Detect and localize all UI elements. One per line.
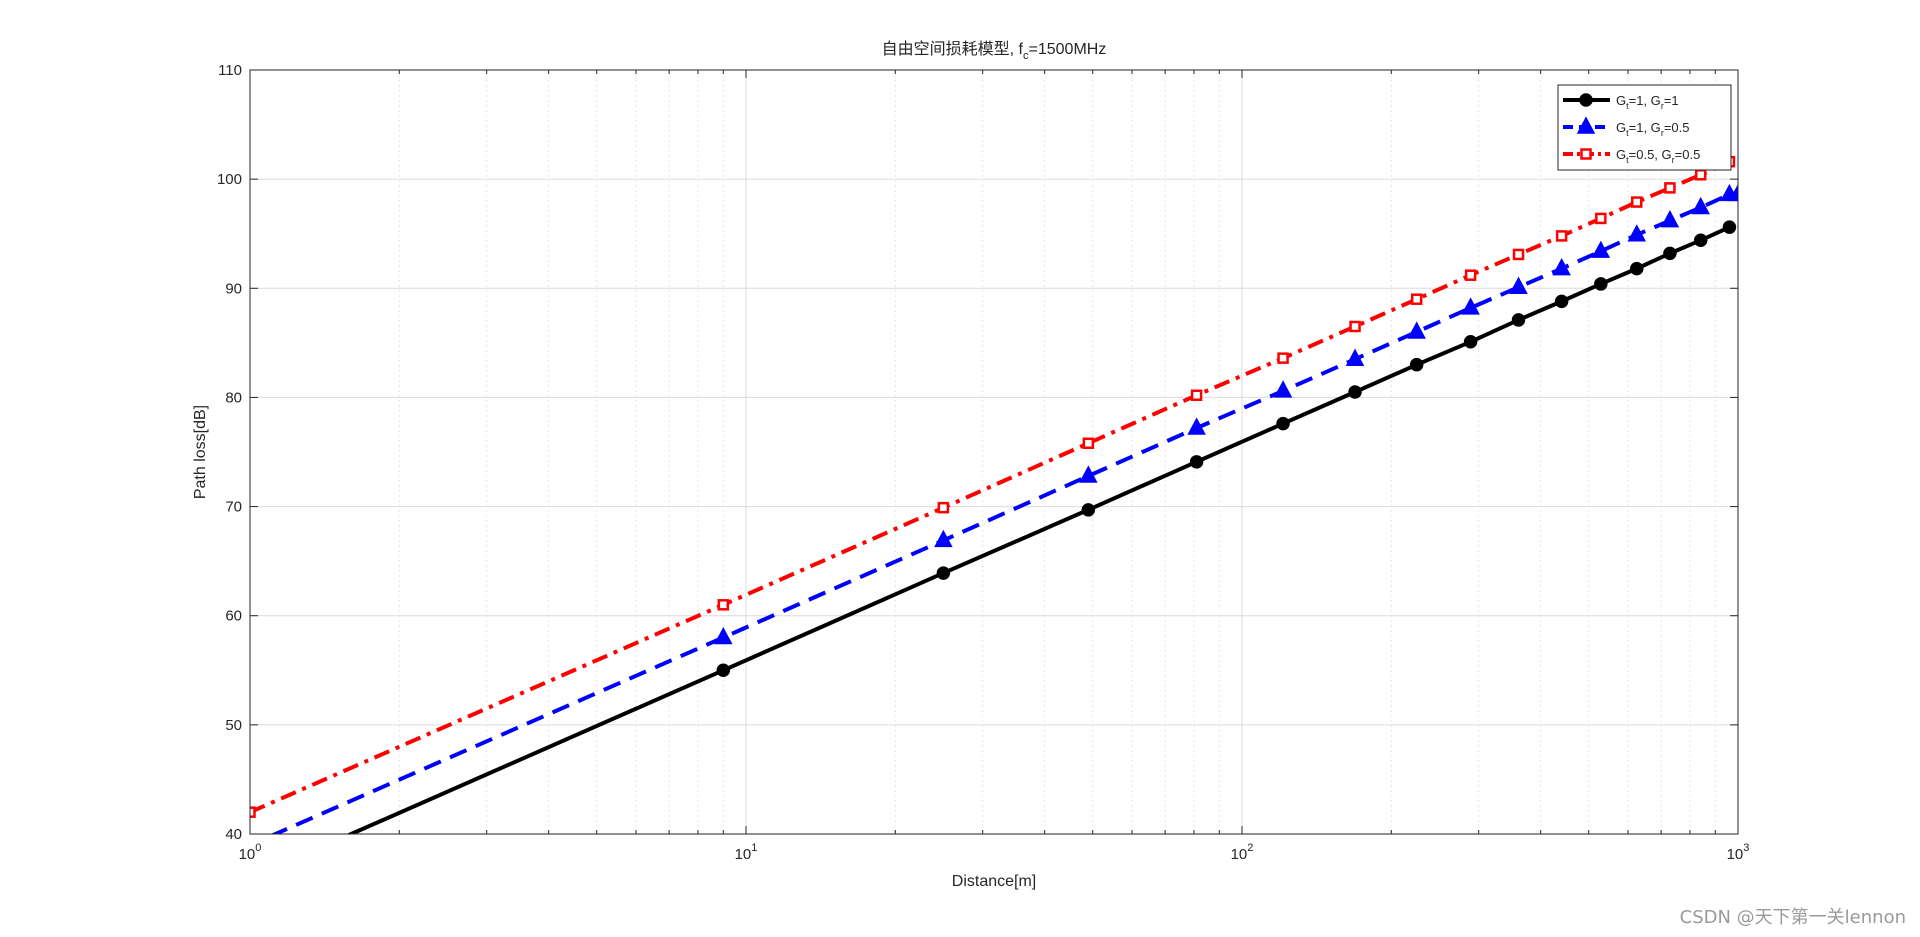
- data-point: [1407, 321, 1426, 339]
- legend-entry-label: Gt=0.5, Gr=0.5: [1616, 147, 1700, 165]
- data-point: [1691, 196, 1710, 215]
- series-2: [270, 183, 1738, 834]
- data-point: [1594, 277, 1608, 291]
- data-point: [1273, 380, 1293, 398]
- legend-marker: [1580, 148, 1592, 160]
- chart-title-subscript: c: [1023, 50, 1029, 62]
- y-tick-label: 60: [225, 608, 242, 625]
- data-point: [717, 599, 730, 611]
- axis-ticks: 40 50 60 70 80 90 100 110 100 101 102 103: [217, 62, 1749, 863]
- chart-title: 自由空间损耗模型, fc=1500MHz: [882, 40, 1107, 62]
- chart-title-tail: =1500MHz: [1029, 41, 1107, 58]
- data-point: [1728, 183, 1738, 202]
- series-line: [250, 159, 1731, 815]
- data-point: [1554, 294, 1569, 309]
- axes-box: [249, 69, 1739, 835]
- data-point: [1410, 293, 1423, 305]
- data-point: [1512, 248, 1525, 261]
- data-point: [1461, 297, 1480, 315]
- data-point: [934, 529, 953, 548]
- data-point: [1348, 385, 1362, 399]
- data-point: [937, 501, 950, 514]
- y-tick-label: 110: [218, 62, 242, 79]
- x-tick-label: 101: [735, 842, 758, 863]
- y-tick-label: 50: [225, 717, 242, 734]
- y-tick-label: 70: [225, 499, 242, 516]
- legend: Gt=1, Gr=1 Gt=1, Gr=0.5 Gt=0.5, Gr=0.5: [1557, 84, 1732, 171]
- data-point: [1552, 258, 1571, 276]
- x-axis-label: Distance[m]: [952, 873, 1036, 890]
- data-point: [1081, 503, 1096, 517]
- y-tick-label: 40: [225, 826, 242, 843]
- data-point: [1631, 196, 1643, 208]
- data-point: [1079, 465, 1098, 483]
- y-axis-label: Path loss[dB]: [192, 405, 209, 499]
- data-point: [714, 626, 733, 645]
- watermark: CSDN @天下第一关lennon: [1679, 907, 1906, 928]
- data-point: [1349, 320, 1361, 333]
- y-tick-label: 80: [225, 389, 242, 406]
- data-point: [1189, 455, 1204, 469]
- plot-series: [250, 155, 1738, 834]
- grid: [250, 70, 1738, 834]
- data-point: [1664, 182, 1676, 194]
- data-point: [1463, 335, 1478, 349]
- data-point: [250, 806, 256, 818]
- series-3: [250, 155, 1736, 818]
- legend-entry-label: Gt=1, Gr=0.5: [1616, 120, 1689, 138]
- data-point: [936, 566, 951, 580]
- y-tick-label: 100: [217, 171, 242, 188]
- data-point: [1555, 230, 1568, 242]
- data-point: [1722, 220, 1737, 234]
- data-point: [1660, 210, 1680, 228]
- data-point: [1693, 233, 1708, 248]
- data-point: [1630, 261, 1644, 276]
- data-point: [716, 663, 731, 678]
- data-point: [1082, 437, 1095, 450]
- legend-marker: [1579, 93, 1593, 107]
- data-point: [1190, 389, 1203, 401]
- data-point: [1595, 212, 1607, 225]
- legend-marker: [1576, 116, 1596, 134]
- data-point: [1591, 240, 1611, 258]
- data-point: [1187, 417, 1206, 435]
- x-tick-label: 103: [1727, 842, 1750, 863]
- data-point: [1409, 357, 1424, 372]
- data-point: [1694, 169, 1707, 181]
- data-point: [1464, 269, 1477, 281]
- series-line: [270, 192, 1738, 834]
- data-point: [1509, 276, 1528, 294]
- y-tick-label: 90: [225, 280, 242, 297]
- legend-entry-label: Gt=1, Gr=1: [1616, 93, 1679, 111]
- data-point: [1511, 313, 1526, 327]
- x-tick-label: 100: [239, 842, 262, 863]
- chart-title-main: 自由空间损耗模型, f: [882, 40, 1024, 58]
- series-1: [346, 220, 1737, 834]
- data-point: [1345, 348, 1365, 366]
- data-point: [1627, 224, 1647, 242]
- data-point: [1277, 352, 1289, 364]
- x-tick-label: 102: [1231, 842, 1254, 863]
- data-point: [1276, 416, 1290, 431]
- data-point: [1663, 246, 1677, 261]
